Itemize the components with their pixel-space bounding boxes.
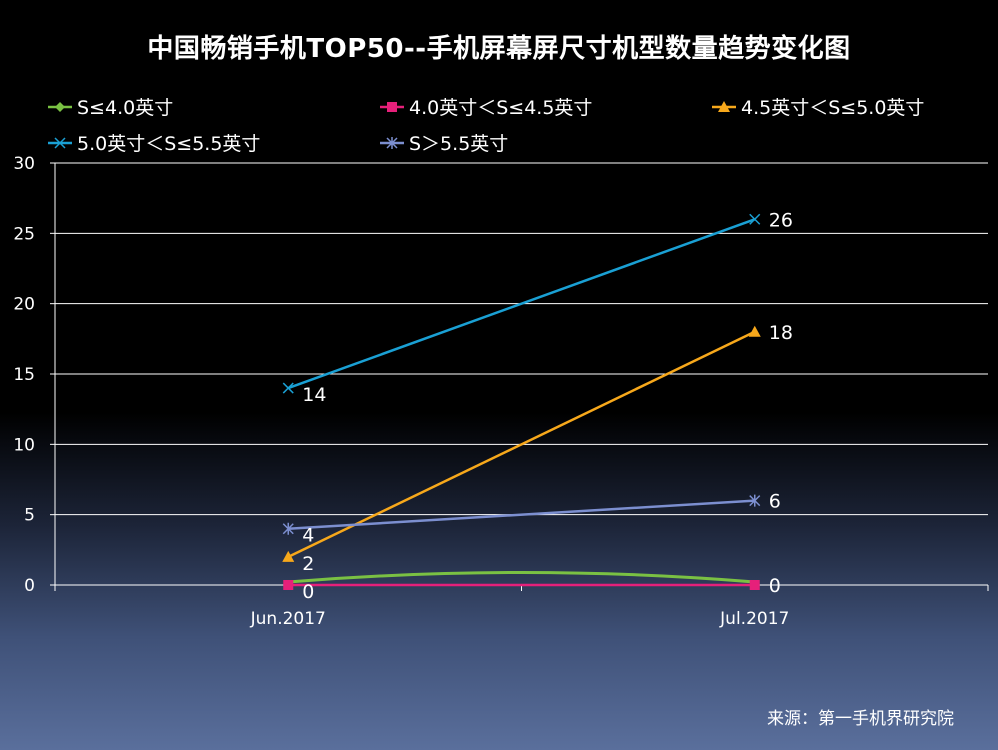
data-label: 4 <box>302 525 314 547</box>
data-point <box>282 382 294 394</box>
grid-lines <box>55 162 988 516</box>
legend-label: S＞5.5英寸 <box>409 133 508 155</box>
data-label: 6 <box>769 491 781 513</box>
data-point <box>55 102 65 112</box>
y-tick-label: 5 <box>24 506 35 526</box>
data-label: 26 <box>769 209 793 231</box>
data-label: 18 <box>769 322 793 344</box>
legend-item: 4.5英寸＜S≤5.0英寸 <box>712 97 924 119</box>
legend-item: S≤4.0英寸 <box>48 97 173 119</box>
data-point <box>387 102 397 112</box>
legend: S≤4.0英寸 4.0英寸＜S≤4.5英寸 4.5英寸＜S≤5.0英寸 5.0英寸＜S… <box>48 97 924 155</box>
series-line <box>288 571 755 584</box>
series-line <box>287 218 756 390</box>
y-tick-label: 10 <box>13 435 35 455</box>
data-point <box>749 580 760 590</box>
data-point <box>749 494 761 507</box>
data-point <box>282 550 295 562</box>
chart-title: 中国畅销手机TOP50--手机屏幕屏尺寸机型数量趋势变化图 <box>147 34 851 64</box>
data-point <box>748 325 761 337</box>
data-point <box>54 137 66 149</box>
legend-label: 5.0英寸＜S≤5.5英寸 <box>77 133 260 155</box>
data-label: 0 <box>302 581 314 603</box>
y-tick-label: 25 <box>13 224 35 244</box>
series-3: 2 18 <box>282 322 793 575</box>
data-label: 14 <box>302 384 326 406</box>
series-line <box>287 330 756 558</box>
y-tick-label: 30 <box>13 154 35 174</box>
y-tick-label: 20 <box>13 295 35 315</box>
data-label: 0 <box>769 575 781 597</box>
legend-item: S＞5.5英寸 <box>380 133 508 155</box>
series-4: 14 26 <box>282 209 793 406</box>
series-5: 46 <box>282 491 781 547</box>
data-point <box>718 101 730 112</box>
y-tick-label: 0 <box>24 576 35 596</box>
data-point <box>283 580 294 590</box>
x-tick-label: Jun.2017 <box>250 609 326 629</box>
series-line <box>288 499 755 530</box>
legend-item: 4.0英寸＜S≤4.5英寸 <box>380 97 592 119</box>
legend-label: S≤4.0英寸 <box>77 97 173 119</box>
legend-item: 5.0英寸＜S≤5.5英寸 <box>48 133 260 155</box>
data-point <box>749 213 761 225</box>
legend-label: 4.0英寸＜S≤4.5英寸 <box>409 97 592 119</box>
legend-label: 4.5英寸＜S≤5.0英寸 <box>741 97 924 119</box>
y-tick-label: 15 <box>13 365 35 385</box>
data-label: 2 <box>302 553 314 575</box>
source-note: 来源：第一手机界研究院 <box>767 709 954 729</box>
data-point <box>386 137 398 149</box>
x-tick-label: Jul.2017 <box>719 609 789 629</box>
data-point <box>282 522 294 535</box>
